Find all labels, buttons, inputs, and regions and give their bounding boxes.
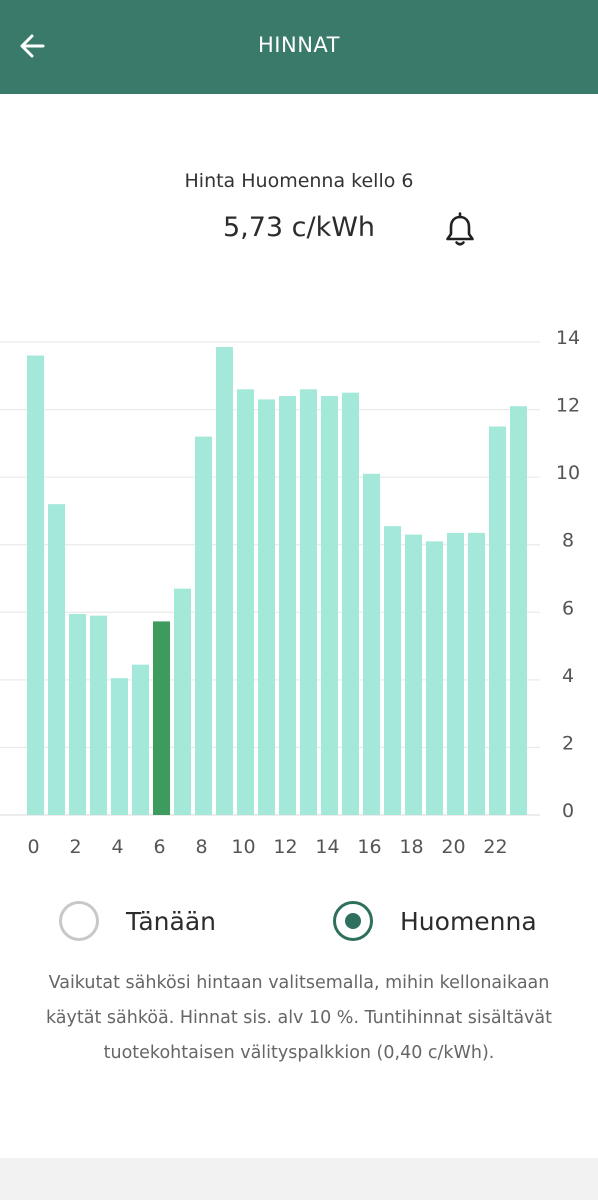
- y-tick-label: 2: [562, 732, 574, 754]
- x-tick-label: 4: [111, 836, 123, 858]
- app-bar: HINNAT: [0, 0, 598, 94]
- y-tick-label: 10: [556, 462, 580, 484]
- price-alert-button[interactable]: [440, 208, 480, 252]
- y-tick-label: 8: [562, 530, 574, 552]
- x-tick-label: 14: [315, 836, 339, 858]
- price-caption: Hinta Huomenna kello 6: [184, 170, 414, 192]
- x-tick-label: 12: [273, 836, 297, 858]
- bar-hour[interactable]: [405, 534, 422, 815]
- x-tick-label: 20: [441, 836, 465, 858]
- bar-hour[interactable]: [342, 392, 359, 815]
- bar-hour[interactable]: [321, 396, 338, 815]
- radio-tomorrow-circle[interactable]: [333, 901, 373, 941]
- radio-tomorrow[interactable]: Huomenna: [333, 896, 537, 946]
- radio-today[interactable]: Tänään: [59, 896, 216, 946]
- page-title: HINNAT: [258, 33, 340, 57]
- bar-hour[interactable]: [447, 532, 464, 815]
- bar-hour[interactable]: [111, 678, 128, 815]
- x-tick-label: 18: [399, 836, 423, 858]
- bar-hour[interactable]: [195, 436, 212, 815]
- price-value: 5,73 c/kWh: [222, 212, 376, 243]
- bar-hour[interactable]: [510, 406, 527, 815]
- bar-hour[interactable]: [384, 526, 401, 815]
- bar-hour[interactable]: [489, 426, 506, 815]
- bar-hour[interactable]: [468, 532, 485, 815]
- y-tick-label: 12: [556, 395, 580, 417]
- bar-hour[interactable]: [48, 504, 65, 815]
- bar-selected-hour[interactable]: [153, 621, 170, 815]
- bar-hour[interactable]: [279, 396, 296, 815]
- y-tick-label: 6: [562, 597, 574, 619]
- y-tick-label: 4: [562, 665, 574, 687]
- bar-hour[interactable]: [237, 389, 254, 815]
- bottom-strip: [0, 1158, 598, 1200]
- arrow-left-icon: [20, 34, 45, 58]
- y-tick-label: 0: [562, 800, 574, 822]
- bell-icon: [446, 212, 474, 246]
- x-tick-label: 2: [69, 836, 81, 858]
- x-tick-label: 0: [27, 836, 39, 858]
- bar-hour[interactable]: [363, 473, 380, 815]
- day-selector: Tänään Huomenna: [0, 896, 598, 946]
- x-tick-label: 6: [153, 836, 165, 858]
- x-tick-label: 22: [483, 836, 507, 858]
- bar-hour[interactable]: [258, 399, 275, 815]
- radio-today-circle[interactable]: [59, 901, 99, 941]
- x-tick-label: 16: [357, 836, 381, 858]
- y-tick-label: 14: [556, 327, 580, 349]
- back-button[interactable]: [12, 26, 52, 66]
- bar-hour[interactable]: [426, 541, 443, 815]
- bar-hour[interactable]: [69, 613, 86, 815]
- bar-hour[interactable]: [216, 347, 233, 815]
- bar-hour[interactable]: [90, 615, 107, 815]
- x-tick-label: 10: [231, 836, 255, 858]
- bar-hour[interactable]: [174, 588, 191, 815]
- bar-hour[interactable]: [300, 389, 317, 815]
- price-info-text: Vaikutat sähkösi hintaan valitsemalla, m…: [45, 973, 552, 1063]
- x-tick-label: 8: [195, 836, 207, 858]
- radio-today-label: Tänään: [126, 906, 217, 936]
- price-bar-chart: 0 2 4 6 8 10 12 14 0 2 4 6 8 10 12 14 16 18 20 22: [0, 327, 580, 858]
- bar-hour[interactable]: [27, 355, 44, 815]
- bar-hour[interactable]: [132, 664, 149, 815]
- radio-tomorrow-label: Huomenna: [400, 906, 537, 936]
